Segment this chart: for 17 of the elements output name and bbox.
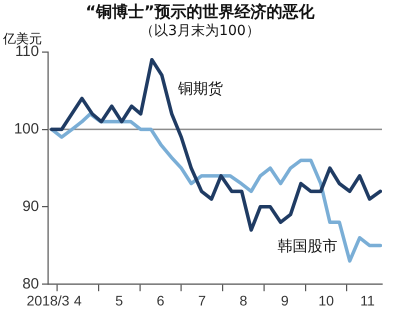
y-axis-title: 亿美元 <box>3 31 42 47</box>
y-tick-label: 80 <box>22 275 39 292</box>
x-tick-label: 2018/3 <box>26 292 70 308</box>
x-tick-label: 9 <box>280 292 289 308</box>
series-label: 韩国股市 <box>278 236 338 255</box>
x-tick-label: 5 <box>115 292 124 308</box>
series-label: 铜期货 <box>176 80 223 98</box>
x-tick-label: 10 <box>318 292 334 308</box>
x-tick-label: 8 <box>239 292 248 308</box>
x-tick-label: 7 <box>198 292 206 308</box>
x-tick-label: 11 <box>360 292 375 308</box>
y-tick-label: 100 <box>14 120 39 138</box>
y-tick-label: 90 <box>22 198 39 215</box>
chart-title: “铜博士”预示的世界经济的恶化 <box>84 2 316 23</box>
x-tick-label: 4 <box>74 292 82 308</box>
chart-subtitle: （以3月末为100） <box>140 23 260 39</box>
x-tick-label: 6 <box>156 292 165 308</box>
